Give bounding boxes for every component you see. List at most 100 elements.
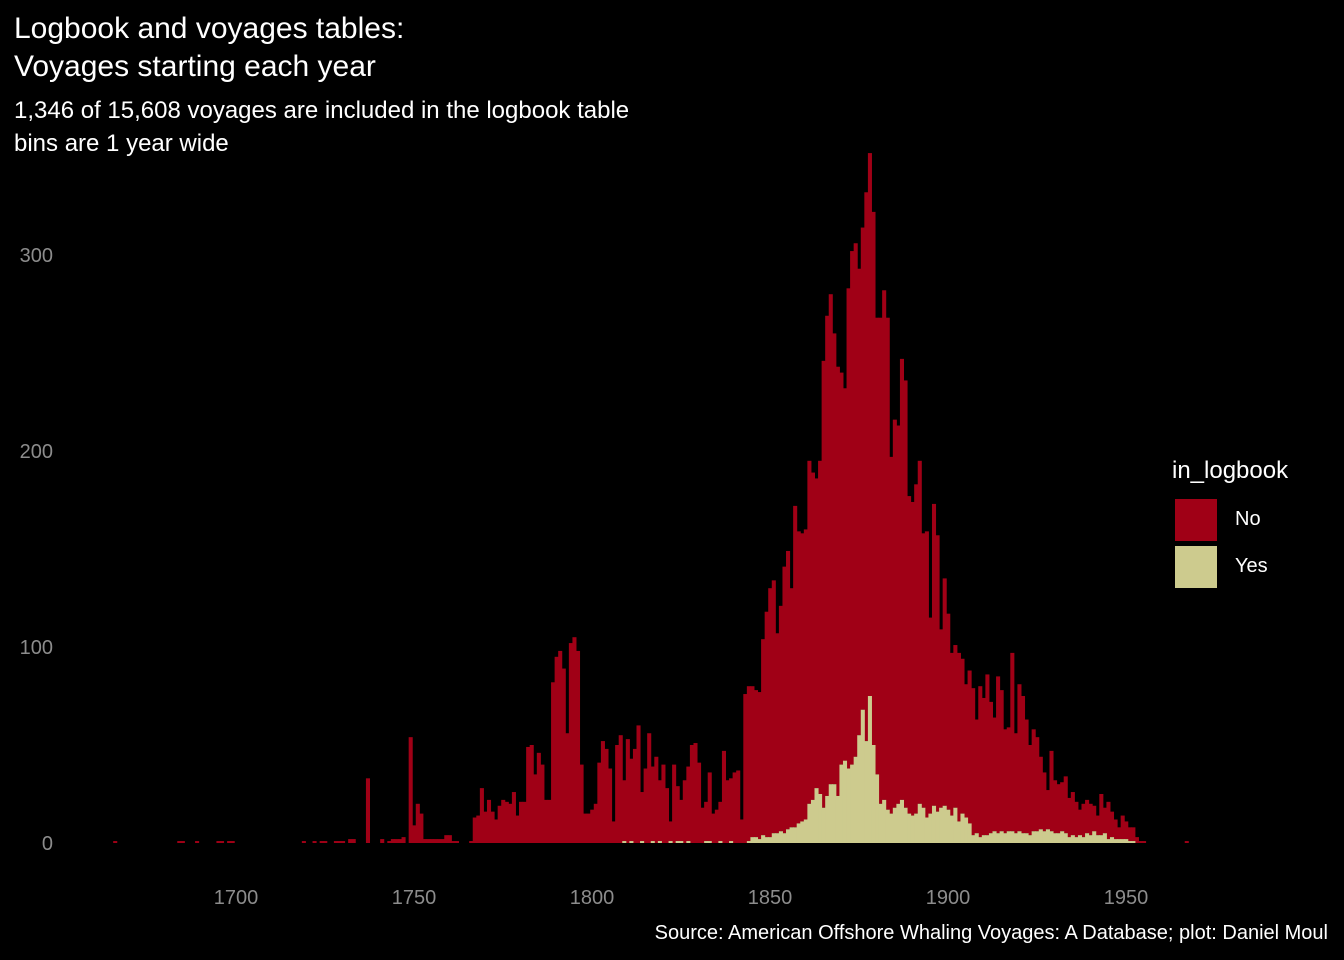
bar-no-1877 — [864, 192, 869, 742]
bar-no-1944 — [1102, 807, 1107, 834]
bar-no-1810 — [625, 739, 630, 843]
bar-yes-1936 — [1074, 837, 1079, 843]
series-no-bars — [113, 153, 1189, 843]
x-tick-label: 1850 — [748, 887, 793, 909]
bar-no-1916 — [1003, 729, 1008, 834]
bar-no-1914 — [996, 676, 1001, 834]
bar-no-1926 — [1038, 756, 1043, 830]
bar-no-1812 — [632, 748, 637, 843]
bar-yes-1879 — [871, 745, 876, 843]
bar-yes-1875 — [857, 735, 862, 843]
x-tick-label: 1900 — [926, 887, 971, 909]
bar-no-1919 — [1013, 733, 1018, 834]
bar-no-1954 — [1138, 841, 1143, 843]
bar-no-1819 — [657, 780, 662, 842]
bar-no-1922 — [1024, 719, 1029, 834]
bar-no-1746 — [397, 839, 403, 843]
bar-no-1830 — [697, 762, 702, 843]
bar-no-1874 — [853, 243, 858, 757]
bar-yes-1925 — [1035, 831, 1040, 843]
bar-yes-1844 — [746, 841, 751, 843]
bar-no-1807 — [615, 745, 620, 843]
bar-no-1813 — [636, 725, 641, 843]
bar-no-1666 — [113, 841, 118, 843]
bar-no-1878 — [867, 153, 872, 696]
bar-yes-1827 — [686, 841, 691, 843]
bar-no-1730 — [341, 841, 346, 843]
bar-yes-1947 — [1113, 839, 1118, 843]
bar-yes-1923 — [1028, 835, 1033, 843]
bar-no-1725 — [323, 841, 328, 843]
bar-yes-1911 — [985, 835, 990, 843]
bar-yes-1811 — [629, 841, 634, 843]
bar-yes-1865 — [821, 807, 826, 843]
bar-no-1920 — [1017, 684, 1022, 832]
bar-no-1786 — [540, 764, 545, 843]
bar-yes-1882 — [882, 799, 887, 843]
bar-yes-1917 — [1006, 831, 1011, 843]
x-axis-tick-labels: 1700 1750 1800 1850 1900 1950 — [214, 887, 1149, 909]
bar-yes-1873 — [850, 764, 855, 843]
bar-no-1939 — [1085, 799, 1090, 834]
bar-yes-1858 — [796, 823, 801, 843]
bar-no-1747 — [401, 837, 406, 843]
bar-no-1787 — [543, 799, 548, 843]
bar-no-1809 — [622, 780, 627, 842]
bar-no-1846 — [753, 690, 759, 838]
bar-no-1903 — [956, 652, 961, 822]
legend-key-no — [1175, 498, 1217, 541]
bar-no-1901 — [949, 652, 954, 816]
bar-no-1951 — [1127, 827, 1132, 842]
bar-no-1898 — [939, 629, 944, 808]
bar-yes-1944 — [1102, 833, 1107, 843]
bar-no-1756 — [433, 839, 438, 843]
bar-yes-1877 — [864, 741, 869, 843]
bar-no-1882 — [882, 290, 887, 800]
bar-yes-1895 — [928, 813, 933, 843]
bar-no-1818 — [654, 756, 659, 843]
bar-no-1837 — [721, 750, 726, 843]
bar-no-1806 — [611, 821, 616, 843]
bar-no-1918 — [1010, 652, 1015, 832]
bar-no-1737 — [365, 778, 370, 843]
bar-no-1851 — [771, 580, 776, 834]
bar-yes-1907 — [971, 835, 976, 843]
bar-yes-1851 — [771, 833, 776, 843]
bar-yes-1914 — [996, 833, 1001, 843]
bar-no-1894 — [924, 531, 929, 818]
bar-no-1795 — [572, 637, 577, 843]
bar-yes-1878 — [867, 696, 872, 843]
bar-yes-1906 — [967, 823, 972, 843]
y-axis-tick-labels: 0 100 200 300 — [20, 245, 53, 855]
x-tick-label: 1700 — [214, 887, 259, 909]
legend: in_logbook No Yes — [1172, 454, 1288, 590]
bar-yes-1934 — [1067, 837, 1072, 843]
bar-yes-1920 — [1017, 831, 1022, 843]
bar-no-1844 — [746, 686, 751, 842]
bar-no-1895 — [928, 617, 933, 814]
bar-no-1868 — [832, 333, 837, 785]
bar-yes-1890 — [910, 815, 915, 843]
bar-yes-1889 — [907, 813, 912, 843]
bar-no-1887 — [899, 358, 904, 800]
bar-no-1695 — [216, 841, 221, 843]
bar-no-1875 — [857, 268, 862, 736]
bar-no-1932 — [1060, 782, 1065, 832]
bar-no-1845 — [750, 686, 755, 838]
bar-no-1942 — [1095, 815, 1100, 836]
bar-no-1915 — [999, 690, 1004, 832]
bar-no-1689 — [195, 841, 200, 843]
bar-yes-1902 — [953, 807, 958, 843]
x-tick-label: 1750 — [392, 887, 437, 909]
bar-no-1771 — [486, 799, 492, 843]
y-tick-label: 100 — [20, 637, 53, 659]
bar-no-1946 — [1109, 811, 1115, 838]
bar-no-1841 — [736, 770, 741, 843]
bar-no-1801 — [593, 803, 598, 843]
bar-no-1949 — [1120, 815, 1125, 840]
bar-yes-1908 — [974, 833, 979, 843]
bar-no-1758 — [440, 839, 445, 843]
bar-no-1824 — [675, 786, 680, 842]
bar-no-1696 — [219, 841, 225, 843]
bar-no-1834 — [711, 813, 716, 843]
